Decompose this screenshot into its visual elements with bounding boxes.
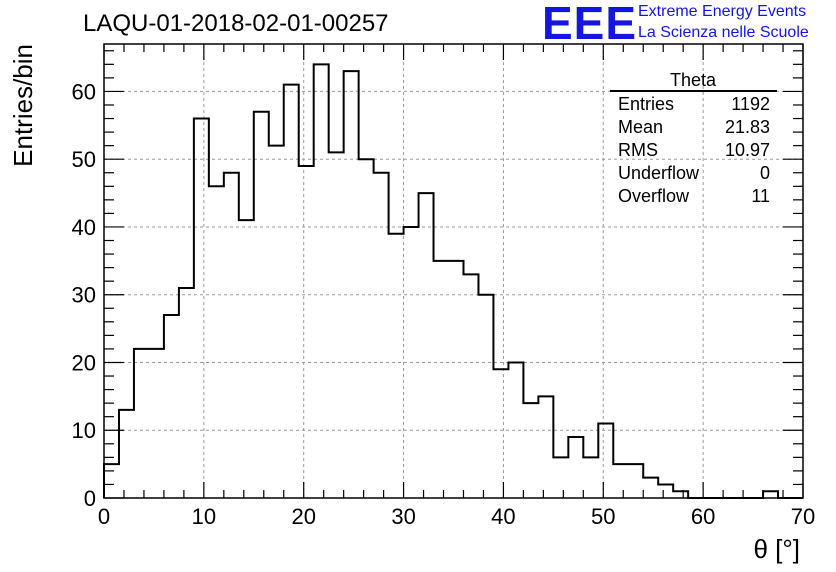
stats-row-label: RMS <box>618 140 658 160</box>
y-tick-label: 30 <box>72 283 96 308</box>
histogram-series <box>103 63 803 499</box>
y-tick-label: 10 <box>72 418 96 443</box>
run-title: LAQU-01-2018-02-01-00257 <box>83 10 389 37</box>
stats-row-label: Entries <box>618 94 674 114</box>
stats-row-label: Mean <box>618 117 663 137</box>
x-tick-label: 0 <box>98 504 110 529</box>
x-tick-label: 10 <box>192 504 216 529</box>
grid-lines <box>104 44 803 498</box>
stats-row-value: 11 <box>751 186 770 206</box>
stats-row-value: 10.97 <box>725 140 770 160</box>
stats-row-label: Overflow <box>618 186 690 206</box>
x-tick-label: 50 <box>591 504 615 529</box>
y-tick-label: 20 <box>72 350 96 375</box>
y-tick-label: 0 <box>84 486 96 511</box>
stats-row-label: Underflow <box>618 163 700 183</box>
plot-frame <box>103 43 804 499</box>
y-tick-label: 50 <box>72 147 96 172</box>
x-tick-label: 70 <box>791 504 815 529</box>
eee-tagline-2: La Scienza nelle Scuole <box>638 24 809 41</box>
y-tick-label: 60 <box>72 79 96 104</box>
stats-row-value: 21.83 <box>725 117 770 137</box>
stats-box: Theta Entries 1192 Mean 21.83 RMS 10.97 Underf… <box>610 70 777 206</box>
x-tick-label: 30 <box>391 504 415 529</box>
x-tick-label: 20 <box>291 504 315 529</box>
eee-logo: EEE <box>542 0 638 49</box>
stats-title: Theta <box>670 70 717 90</box>
axis-tick-labels: 0 10 20 30 40 50 60 70 0 10 20 30 40 50 60 <box>72 79 816 529</box>
stats-row-value: 1192 <box>731 94 770 114</box>
x-tick-label: 40 <box>491 504 515 529</box>
y-tick-label: 40 <box>72 215 96 240</box>
stats-row-value: 0 <box>760 163 770 183</box>
stats-rows: Entries 1192 Mean 21.83 RMS 10.97 Underflow 0 Ov… <box>618 94 770 206</box>
eee-tagline-1: Extreme Energy Events <box>638 3 807 20</box>
x-tick-label: 60 <box>691 504 715 529</box>
y-axis-label: Entries/bin <box>8 44 38 167</box>
x-axis-label: θ [°] <box>753 534 800 564</box>
